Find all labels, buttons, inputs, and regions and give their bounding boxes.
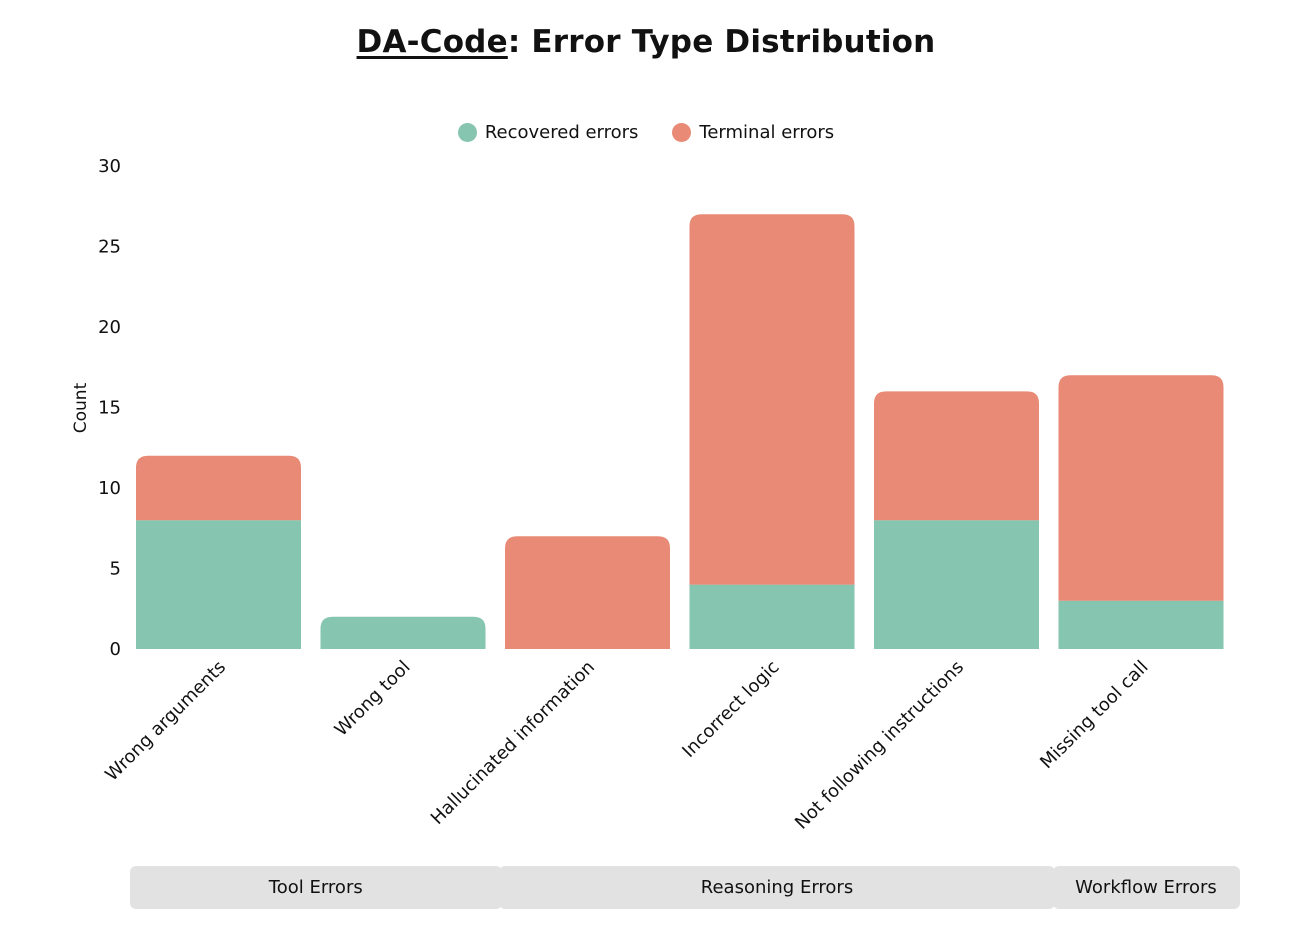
bar-recovered-2: [320, 616, 486, 649]
group-label-2: Reasoning Errors: [499, 866, 1055, 909]
y-tick-label: 30: [98, 156, 121, 177]
bar-terminal-3: [505, 536, 670, 649]
group-label-1: Tool Errors: [130, 866, 502, 909]
x-tick-label: Missing tool call: [1036, 657, 1152, 773]
bar-recovered-6: [1058, 600, 1224, 649]
bar-terminal-5: [874, 391, 1039, 521]
x-tick-label: Not following instructions: [791, 657, 968, 834]
chart-title-suffix: : Error Type Distribution: [507, 24, 936, 60]
legend-item-recovered: Recovered errors: [457, 122, 639, 143]
chart-title-prefix: DA-Code: [356, 24, 508, 60]
bar-recovered-4: [689, 584, 855, 649]
y-tick-label: 10: [98, 478, 121, 499]
bar-recovered-5: [874, 520, 1039, 649]
y-axis-label: Count: [71, 382, 91, 433]
bar-terminal-6: [1058, 375, 1224, 601]
legend-label-terminal: Terminal errors: [699, 122, 835, 143]
x-tick-label: Hallucinated information: [427, 657, 599, 829]
x-tick-label: Wrong tool: [331, 657, 415, 741]
group-label-3: Workflow Errors: [1052, 866, 1240, 909]
bar-terminal-1: [136, 455, 301, 521]
y-tick-label: 0: [110, 639, 121, 660]
legend-item-terminal: Terminal errors: [672, 122, 834, 143]
x-tick-label: Incorrect logic: [678, 657, 783, 762]
y-tick-label: 5: [110, 559, 121, 580]
y-tick-label: 15: [98, 398, 121, 419]
y-tick-label: 25: [98, 237, 121, 258]
terminal-swatch-icon: [672, 123, 692, 142]
recovered-swatch-icon: [457, 123, 477, 142]
bar-recovered-1: [136, 520, 301, 649]
bar-terminal-4: [689, 214, 855, 585]
legend: Recovered errors Terminal errors: [0, 122, 1292, 143]
legend-label-recovered: Recovered errors: [484, 122, 639, 143]
x-tick-label: Wrong arguments: [101, 657, 230, 786]
bar-chart: 0 5 10 15 20 25 30 Count Wrong arguments Wrong to…: [71, 156, 1224, 834]
y-tick-label: 20: [98, 317, 121, 338]
chart-title: DA-Code: Error Type Distribution: [0, 24, 1292, 60]
